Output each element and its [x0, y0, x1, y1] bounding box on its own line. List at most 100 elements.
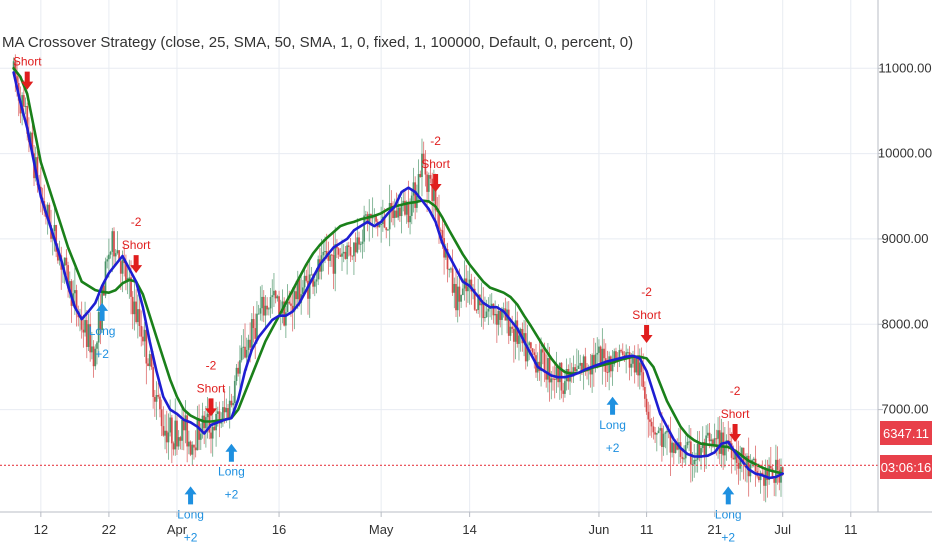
candle-body: [29, 132, 32, 143]
candle-body: [757, 476, 760, 481]
candle-body: [341, 253, 343, 257]
candle-body: [400, 205, 403, 217]
candle-body: [349, 246, 352, 256]
candle-body: [414, 182, 417, 208]
candle-body: [392, 207, 394, 219]
candle-body: [659, 428, 662, 431]
candle-body: [637, 357, 639, 376]
candle-body: [383, 216, 386, 228]
candle-body: [494, 313, 497, 316]
candle-body: [136, 309, 139, 323]
candle-body: [451, 268, 454, 293]
candle-body: [706, 432, 709, 436]
x-tick-label: 16: [272, 522, 286, 537]
candle-body: [531, 348, 534, 353]
candle-body: [346, 245, 349, 259]
candle-body: [351, 255, 354, 257]
candle-body: [492, 303, 495, 316]
candle-body: [65, 257, 68, 266]
candle-body: [546, 358, 549, 380]
candle-body: [575, 369, 578, 372]
candle-body: [174, 420, 177, 450]
candle-body: [366, 214, 369, 224]
candle-body: [128, 277, 131, 279]
candle-body: [87, 324, 90, 347]
short-qty-label: -2: [131, 215, 142, 229]
candle-body: [201, 415, 204, 434]
candle-body: [626, 352, 629, 354]
candle-body: [533, 352, 536, 356]
candle-body: [674, 443, 677, 453]
candle-body: [417, 174, 420, 196]
candle-body: [276, 296, 279, 299]
candle-body: [645, 398, 648, 412]
candle-body: [427, 175, 430, 192]
candle-body: [499, 310, 502, 320]
candle-body: [298, 278, 301, 303]
candle-body: [82, 329, 85, 333]
candle-body: [157, 395, 160, 397]
candle-body: [564, 381, 566, 394]
candle-body: [681, 456, 684, 459]
candle-body: [118, 250, 121, 262]
last-price-badge: [880, 421, 932, 445]
sma-50-line: [12, 67, 785, 475]
candle-body: [216, 411, 219, 414]
candle-body: [642, 372, 645, 388]
long-qty-label: +2: [225, 488, 239, 502]
candle-body: [46, 204, 49, 217]
candle-body: [666, 430, 668, 433]
candle-body: [695, 459, 697, 461]
candle-body: [290, 303, 292, 306]
candle-body: [329, 254, 332, 261]
candle-body: [252, 319, 255, 329]
candle-body: [301, 287, 304, 295]
candle-body: [266, 305, 269, 310]
trade-signals: Short Short -2 Long +2 Short -2 Long +2 Long +2 Sho…: [13, 55, 750, 545]
candle-body: [36, 157, 39, 186]
candle-body: [395, 210, 398, 218]
candle-body: [529, 342, 532, 349]
x-tick-label: 21: [707, 522, 721, 537]
moving-averages: [12, 67, 785, 480]
candle-body: [227, 408, 229, 418]
candle-body: [407, 201, 410, 223]
long-qty-label: +2: [95, 347, 109, 361]
candle-body: [55, 225, 58, 252]
candle-body: [552, 378, 554, 380]
candle-body: [242, 346, 245, 348]
candle-body: [594, 354, 597, 367]
candle-body: [249, 339, 252, 348]
candle-body: [283, 301, 286, 326]
long-label: Long: [599, 418, 626, 432]
candle-body: [502, 308, 505, 310]
axes: 11000.00 10000.00 9000.00 8000.00 7000.00 12 2…: [0, 0, 932, 537]
candle-body: [305, 275, 308, 281]
candle-body: [363, 215, 366, 242]
candle-body: [388, 203, 391, 230]
candle-body: [405, 201, 408, 215]
candle-body: [160, 409, 163, 427]
short-arrow-icon: [429, 174, 442, 192]
candle-body: [581, 362, 583, 373]
y-tick-label: 11000.00: [878, 60, 931, 75]
candle-body: [84, 320, 86, 333]
price-badges: 6347.11 03:06:16: [880, 421, 932, 479]
candle-body: [140, 325, 143, 337]
candle-body: [683, 458, 685, 460]
candle-body: [524, 333, 527, 362]
x-tick-label: Apr: [167, 522, 188, 537]
candle-body: [94, 348, 97, 367]
candle-body: [165, 430, 168, 443]
long-label: Long: [89, 324, 116, 338]
candle-body: [385, 227, 388, 231]
candle-body: [768, 465, 771, 480]
candle-body: [303, 275, 306, 288]
candle-body: [184, 415, 187, 431]
candle-body: [56, 251, 59, 261]
candle-body: [325, 251, 328, 256]
candle-body: [621, 351, 624, 355]
candle-body: [359, 243, 362, 245]
candle-body: [565, 369, 568, 382]
